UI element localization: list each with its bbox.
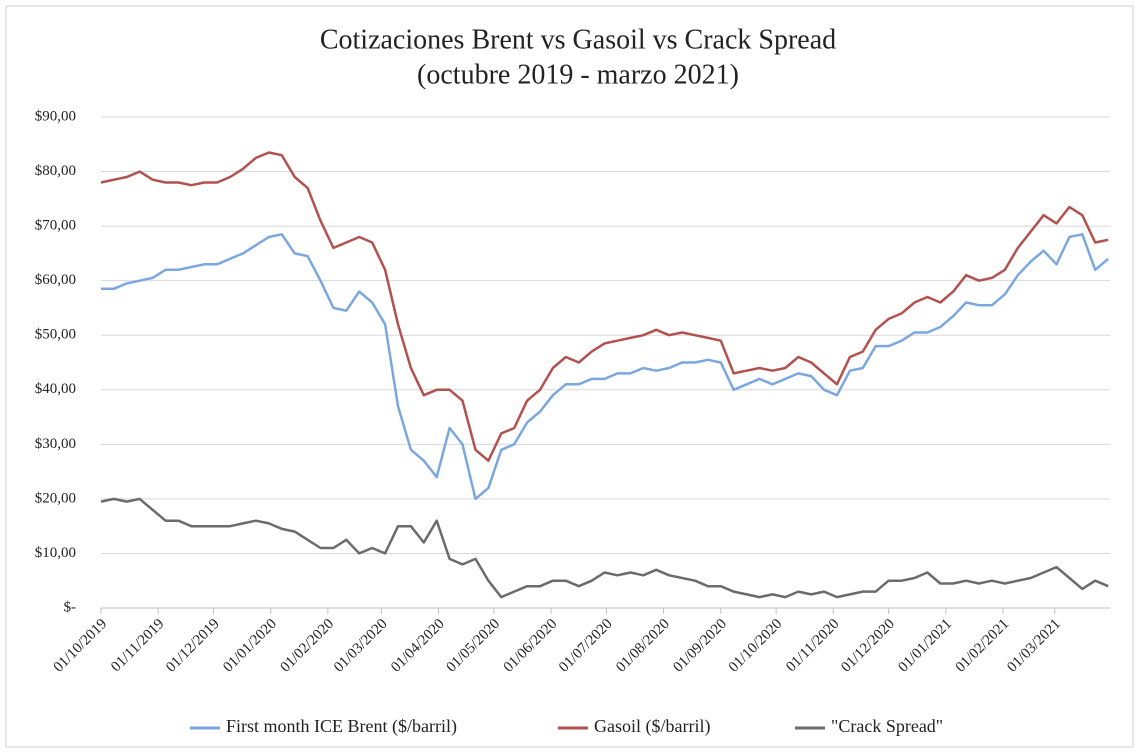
y-tick-label: $- xyxy=(64,599,77,615)
legend-label: "Crack Spread" xyxy=(831,716,943,736)
chart-title: Cotizaciones Brent vs Gasoil vs Crack Sp… xyxy=(320,24,836,55)
y-tick-label: $10,00 xyxy=(35,545,76,561)
y-tick-label: $90,00 xyxy=(35,108,76,124)
series-line xyxy=(100,497,1109,599)
legend-label: First month ICE Brent ($/barril) xyxy=(226,716,457,737)
series-line xyxy=(100,151,1109,462)
y-tick-label: $60,00 xyxy=(35,272,76,288)
legend-label: Gasoil ($/barril) xyxy=(594,716,710,737)
y-tick-label: $30,00 xyxy=(35,436,76,452)
chart-subtitle: (octubre 2019 - marzo 2021) xyxy=(417,59,739,90)
y-tick-label: $80,00 xyxy=(35,163,76,179)
y-tick-label: $40,00 xyxy=(35,381,76,397)
chart-frame xyxy=(5,5,1134,748)
y-tick-label: $50,00 xyxy=(35,327,76,343)
y-tick-label: $20,00 xyxy=(35,490,76,506)
series-line xyxy=(101,233,1110,501)
y-tick-label: $70,00 xyxy=(35,218,76,234)
